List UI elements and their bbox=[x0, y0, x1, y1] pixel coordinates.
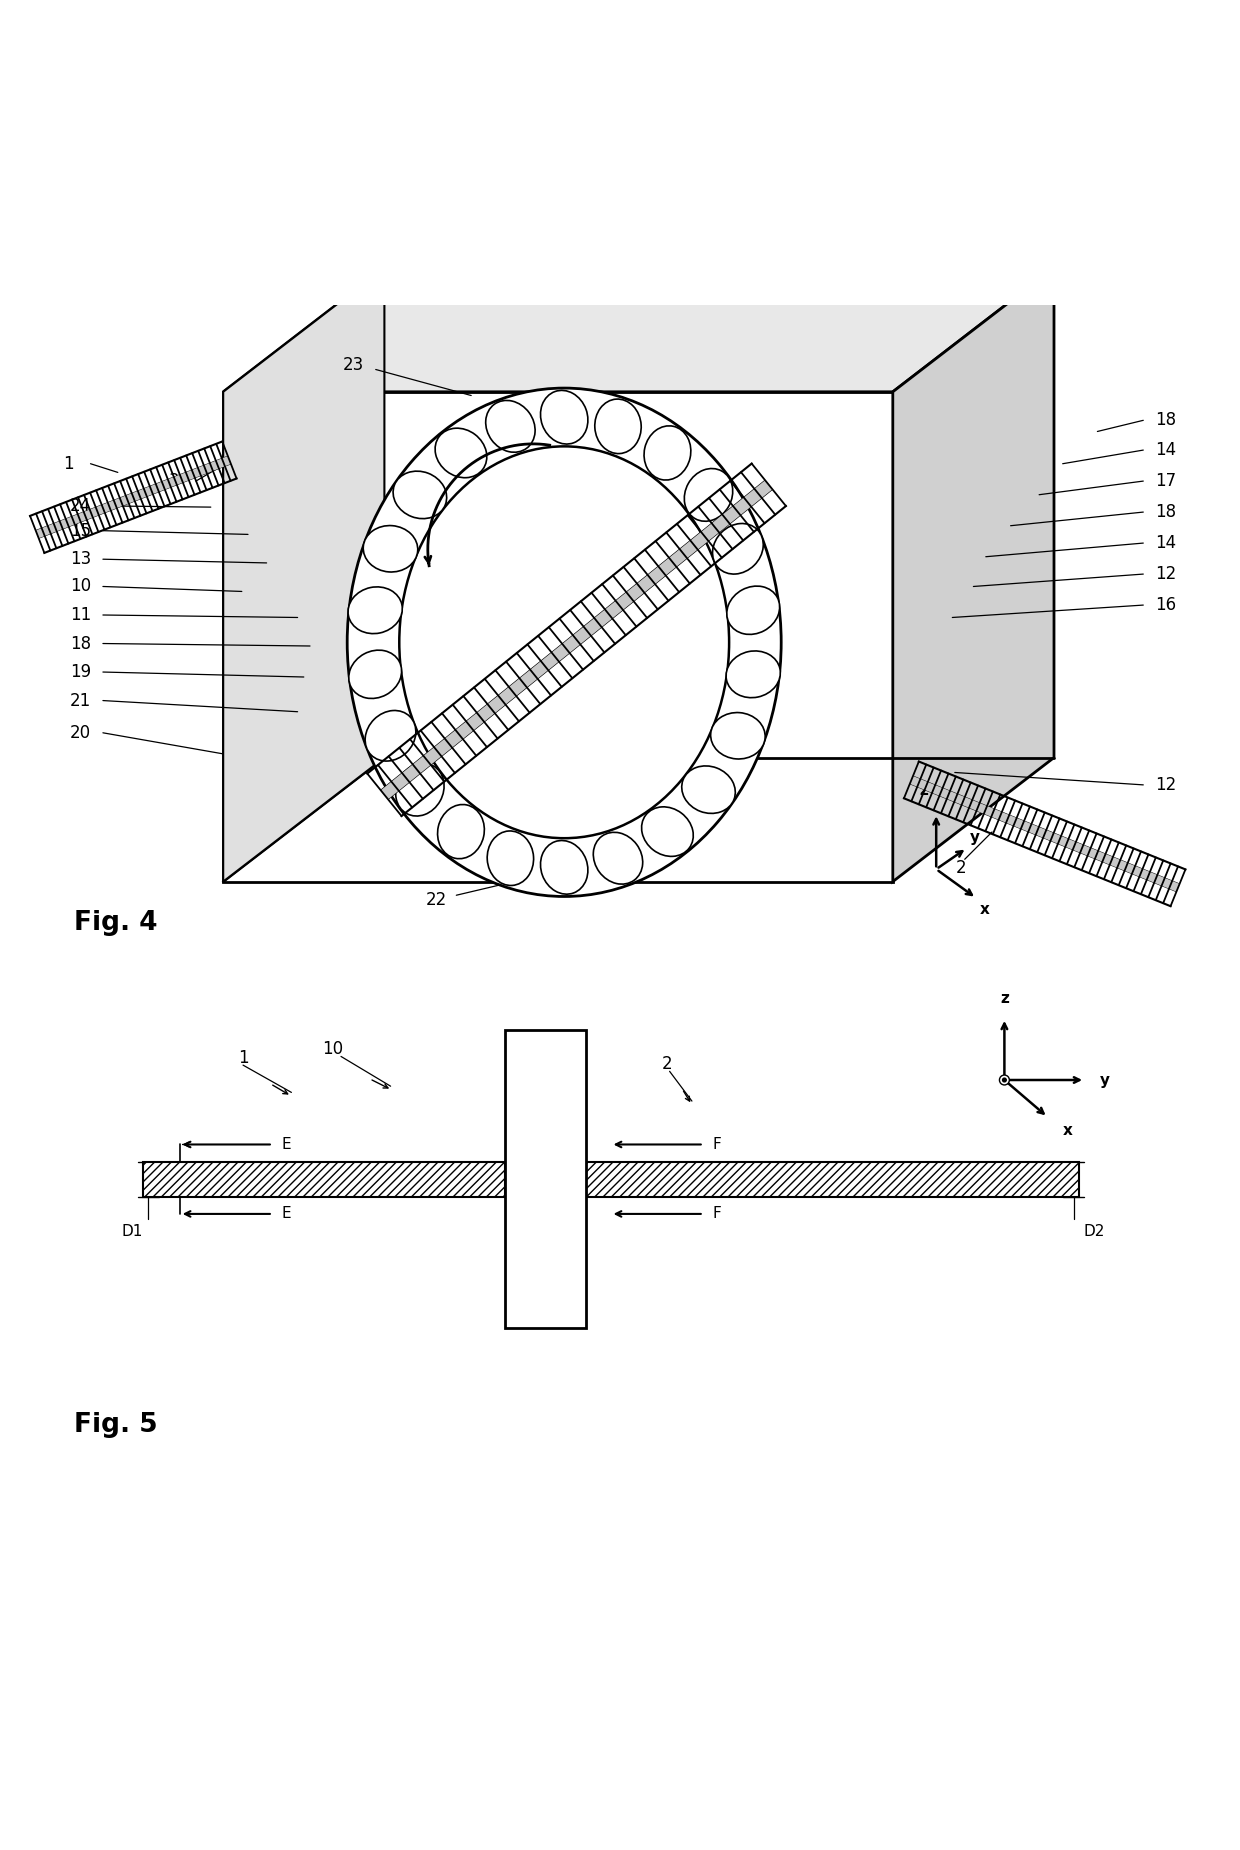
Text: 14: 14 bbox=[1154, 440, 1177, 459]
Text: Fig. 4: Fig. 4 bbox=[74, 910, 157, 936]
Text: D2: D2 bbox=[1084, 1225, 1105, 1240]
Ellipse shape bbox=[593, 832, 642, 884]
Text: E: E bbox=[281, 1138, 291, 1153]
Text: 13: 13 bbox=[69, 549, 92, 568]
Text: 19: 19 bbox=[69, 662, 92, 681]
Circle shape bbox=[999, 1075, 1009, 1084]
Text: 24: 24 bbox=[69, 498, 92, 514]
Text: F: F bbox=[712, 1138, 722, 1153]
Polygon shape bbox=[223, 268, 1054, 392]
Ellipse shape bbox=[595, 400, 641, 453]
Ellipse shape bbox=[711, 712, 765, 758]
Text: 2: 2 bbox=[662, 1054, 672, 1073]
Text: 18: 18 bbox=[69, 635, 92, 653]
Ellipse shape bbox=[393, 472, 446, 518]
Text: 21: 21 bbox=[69, 692, 92, 710]
Ellipse shape bbox=[435, 427, 487, 477]
Ellipse shape bbox=[348, 586, 402, 633]
Text: 18: 18 bbox=[1154, 411, 1177, 429]
Text: 12: 12 bbox=[1154, 775, 1177, 794]
Ellipse shape bbox=[644, 426, 691, 479]
Text: 12: 12 bbox=[1154, 564, 1177, 583]
Ellipse shape bbox=[541, 390, 588, 444]
Ellipse shape bbox=[727, 651, 780, 697]
Text: 10: 10 bbox=[321, 1040, 343, 1058]
Polygon shape bbox=[223, 392, 893, 882]
Text: F: F bbox=[712, 1206, 722, 1221]
Bar bbox=[506, 1030, 585, 1328]
Circle shape bbox=[1003, 1079, 1007, 1082]
Text: x: x bbox=[980, 901, 990, 916]
Ellipse shape bbox=[541, 840, 588, 894]
Text: 15: 15 bbox=[69, 522, 92, 540]
Text: 2: 2 bbox=[956, 858, 966, 877]
Ellipse shape bbox=[438, 805, 485, 858]
Text: 17: 17 bbox=[1154, 472, 1177, 490]
Ellipse shape bbox=[486, 400, 536, 451]
Text: 11: 11 bbox=[69, 607, 92, 623]
Text: 16: 16 bbox=[1154, 596, 1177, 614]
Polygon shape bbox=[893, 268, 1054, 882]
Text: 20: 20 bbox=[69, 723, 92, 742]
Text: z: z bbox=[999, 992, 1009, 1006]
Text: y: y bbox=[1100, 1073, 1110, 1088]
Ellipse shape bbox=[363, 525, 418, 572]
Text: z: z bbox=[919, 783, 929, 797]
Text: y: y bbox=[970, 831, 980, 845]
Text: D1: D1 bbox=[122, 1225, 143, 1240]
Ellipse shape bbox=[641, 807, 693, 857]
Ellipse shape bbox=[348, 649, 402, 699]
Ellipse shape bbox=[682, 766, 735, 814]
Ellipse shape bbox=[487, 831, 533, 886]
Text: 3: 3 bbox=[169, 472, 179, 490]
Ellipse shape bbox=[365, 710, 415, 760]
Ellipse shape bbox=[727, 586, 780, 635]
Text: E: E bbox=[281, 1206, 291, 1221]
Bar bbox=[587, 1162, 1079, 1197]
Text: 10: 10 bbox=[69, 577, 92, 596]
Ellipse shape bbox=[684, 468, 733, 522]
Ellipse shape bbox=[396, 764, 444, 816]
Text: 22: 22 bbox=[425, 892, 448, 908]
Text: 23: 23 bbox=[342, 355, 365, 374]
Ellipse shape bbox=[399, 446, 729, 838]
Text: 18: 18 bbox=[1154, 503, 1177, 522]
Text: Fig. 5: Fig. 5 bbox=[74, 1412, 157, 1437]
Text: 1: 1 bbox=[238, 1049, 248, 1067]
Ellipse shape bbox=[347, 388, 781, 897]
Text: x: x bbox=[1063, 1123, 1073, 1138]
Ellipse shape bbox=[713, 524, 764, 574]
Polygon shape bbox=[223, 268, 384, 882]
Text: 14: 14 bbox=[1154, 535, 1177, 551]
Bar bbox=[143, 1162, 506, 1197]
Text: 1: 1 bbox=[63, 455, 73, 474]
